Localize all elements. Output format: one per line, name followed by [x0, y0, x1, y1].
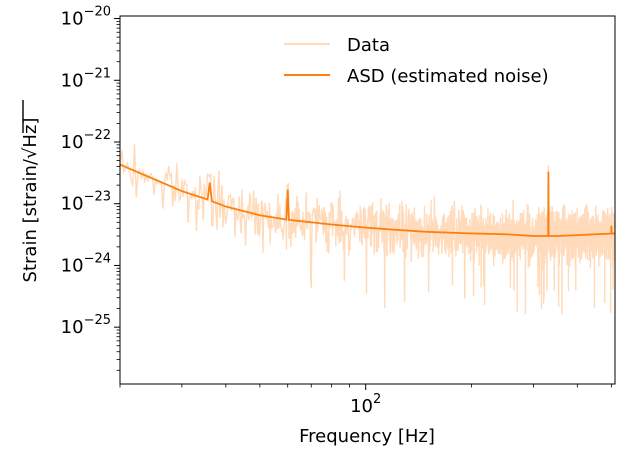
y-tick-label: 10−21 — [61, 66, 111, 91]
y-tick-label: 10−20 — [61, 5, 111, 30]
y-axis-title: Strain [strain/√Hz] — [20, 118, 41, 283]
svg-text:Strain [strain/√Hz]: Strain [strain/√Hz] — [20, 118, 41, 283]
plot-frame — [119, 15, 616, 385]
legend: Data ASD (estimated noise) — [284, 35, 549, 87]
x-tick-label: 102 — [350, 392, 381, 417]
y-axis-title-radical: √ — [20, 147, 41, 159]
y-axis-title-suffix: ] — [20, 118, 41, 125]
y-axis-title-unit: Hz — [20, 125, 41, 148]
series-layer — [120, 143, 615, 315]
x-axis-ticks: 102 — [119, 384, 612, 417]
x-axis-title: Frequency [Hz] — [299, 426, 435, 447]
y-tick-label: 10−23 — [61, 190, 111, 215]
y-axis-title-prefix: Strain [strain/ — [20, 158, 41, 282]
y-tick-label: 10−25 — [61, 313, 111, 338]
data-series-line — [120, 143, 615, 315]
y-tick-label: 10−22 — [61, 128, 111, 153]
legend-label-asd: ASD (estimated noise) — [347, 66, 549, 87]
legend-label-data: Data — [347, 35, 390, 56]
asd-series-line — [120, 163, 615, 237]
y-tick-label: 10−24 — [61, 251, 111, 276]
y-axis-ticks: 10−20 10−21 10−22 10−23 10−24 10−25 — [61, 5, 120, 371]
